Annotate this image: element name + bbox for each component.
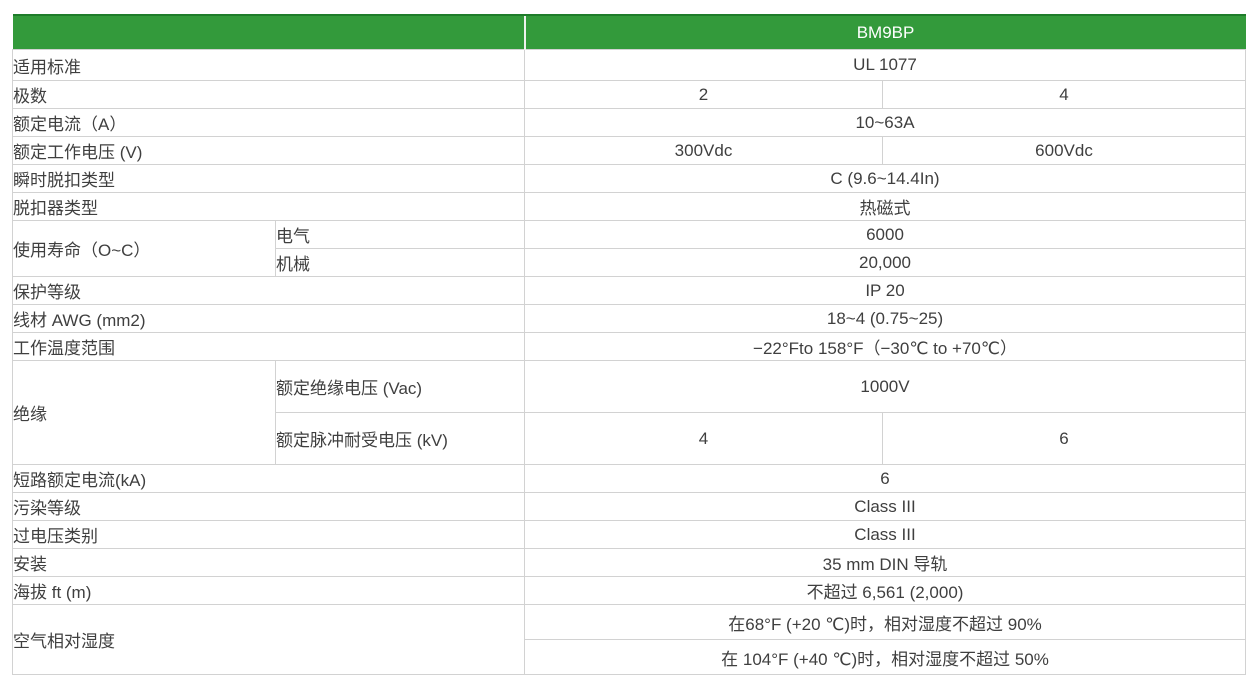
sublabel-life-electrical: 电气: [275, 220, 525, 249]
sublabel-insulation-impulse: 额定脉冲耐受电压 (kV): [275, 412, 525, 465]
value-rated-voltage-4p: 600Vdc: [881, 136, 1247, 165]
value-protection: IP 20: [523, 276, 1247, 305]
table-header-row: BM9BP: [12, 14, 1246, 50]
product-name-header: BM9BP: [523, 14, 1246, 50]
row-trip-unit: 脱扣器类型 热磁式: [12, 192, 1247, 221]
value-altitude: 不超过 6,561 (2,000): [523, 576, 1247, 605]
row-protection: 保护等级 IP 20: [12, 276, 1247, 305]
value-rated-voltage-2p: 300Vdc: [524, 136, 883, 165]
label-insulation: 绝缘: [12, 360, 276, 465]
row-altitude: 海拔 ft (m) 不超过 6,561 (2,000): [12, 576, 1247, 605]
value-pollution: Class III: [523, 492, 1247, 521]
label-wire: 线材 AWG (mm2): [12, 304, 525, 333]
value-wire: 18~4 (0.75~25): [523, 304, 1247, 333]
sublabel-insulation-vac: 额定绝缘电压 (Vac): [275, 360, 525, 413]
value-trip-unit: 热磁式: [523, 192, 1247, 221]
label-protection: 保护等级: [12, 276, 525, 305]
label-mounting: 安装: [12, 548, 525, 577]
row-humidity-1: 空气相对湿度 在68°F (+20 ℃)时，相对湿度不超过 90%: [12, 604, 1247, 675]
value-rated-current: 10~63A: [523, 108, 1247, 137]
value-trip-type: C (9.6~14.4In): [523, 164, 1247, 193]
row-wire: 线材 AWG (mm2) 18~4 (0.75~25): [12, 304, 1247, 333]
row-mounting: 安装 35 mm DIN 导轨: [12, 548, 1247, 577]
value-overvoltage: Class III: [523, 520, 1247, 549]
value-humidity-2: 在 104°F (+40 ℃)时，相对湿度不超过 50%: [523, 639, 1247, 675]
label-standard: 适用标准: [12, 49, 525, 81]
label-pollution: 污染等级: [12, 492, 525, 521]
value-standard: UL 1077: [523, 49, 1247, 81]
row-insulation-vac: 绝缘 额定绝缘电压 (Vac) 1000V: [12, 360, 1247, 465]
value-poles-2p: 2: [524, 80, 883, 109]
row-life-electrical: 使用寿命（O~C） 电气 6000: [12, 220, 1247, 277]
header-empty-cell: [12, 14, 525, 50]
row-humidity-2: 在 104°F (+40 ℃)时，相对湿度不超过 50%: [13, 639, 1247, 675]
value-insulation-impulse-4p: 6: [881, 412, 1247, 465]
sublabel-life-mechanical: 机械: [275, 248, 525, 277]
spec-table: BM9BP 适用标准 UL 1077 极数 2 4 额定电流（A） 10~63A…: [12, 14, 1247, 675]
label-overvoltage: 过电压类别: [12, 520, 525, 549]
label-trip-unit: 脱扣器类型: [12, 192, 525, 221]
value-temperature: −22°Fto 158°F（−30℃ to +70℃）: [523, 332, 1247, 361]
value-poles-4p: 4: [881, 80, 1247, 109]
row-short-circuit: 短路额定电流(kA) 6: [12, 464, 1247, 493]
label-temperature: 工作温度范围: [12, 332, 525, 361]
value-short-circuit: 6: [523, 464, 1247, 493]
value-insulation-impulse-2p: 4: [524, 412, 883, 465]
row-insulation-impulse: 额定脉冲耐受电压 (kV) 4 6: [13, 412, 1247, 465]
row-rated-current: 额定电流（A） 10~63A: [12, 108, 1247, 137]
row-pollution: 污染等级 Class III: [12, 492, 1247, 521]
label-rated-current: 额定电流（A）: [12, 108, 525, 137]
label-humidity: 空气相对湿度: [12, 604, 525, 675]
row-life-mechanical: 机械 20,000: [13, 248, 1247, 277]
label-trip-type: 瞬时脱扣类型: [12, 164, 525, 193]
value-life-electrical: 6000: [523, 220, 1247, 249]
value-humidity-1: 在68°F (+20 ℃)时，相对湿度不超过 90%: [523, 604, 1247, 640]
row-rated-voltage: 额定工作电压 (V) 300Vdc 600Vdc: [12, 136, 1247, 165]
label-life: 使用寿命（O~C）: [12, 220, 276, 277]
label-altitude: 海拔 ft (m): [12, 576, 525, 605]
row-overvoltage: 过电压类别 Class III: [12, 520, 1247, 549]
spec-page: BM9BP 适用标准 UL 1077 极数 2 4 额定电流（A） 10~63A…: [0, 14, 1257, 694]
label-short-circuit: 短路额定电流(kA): [12, 464, 525, 493]
value-life-mechanical: 20,000: [523, 248, 1247, 277]
value-insulation-vac: 1000V: [523, 360, 1247, 413]
row-trip-type: 瞬时脱扣类型 C (9.6~14.4In): [12, 164, 1247, 193]
label-rated-voltage: 额定工作电压 (V): [12, 136, 525, 165]
label-poles: 极数: [12, 80, 525, 109]
row-poles: 极数 2 4: [12, 80, 1247, 109]
row-temperature: 工作温度范围 −22°Fto 158°F（−30℃ to +70℃）: [12, 332, 1247, 361]
value-mounting: 35 mm DIN 导轨: [523, 548, 1247, 577]
row-standard: 适用标准 UL 1077: [12, 49, 1247, 81]
